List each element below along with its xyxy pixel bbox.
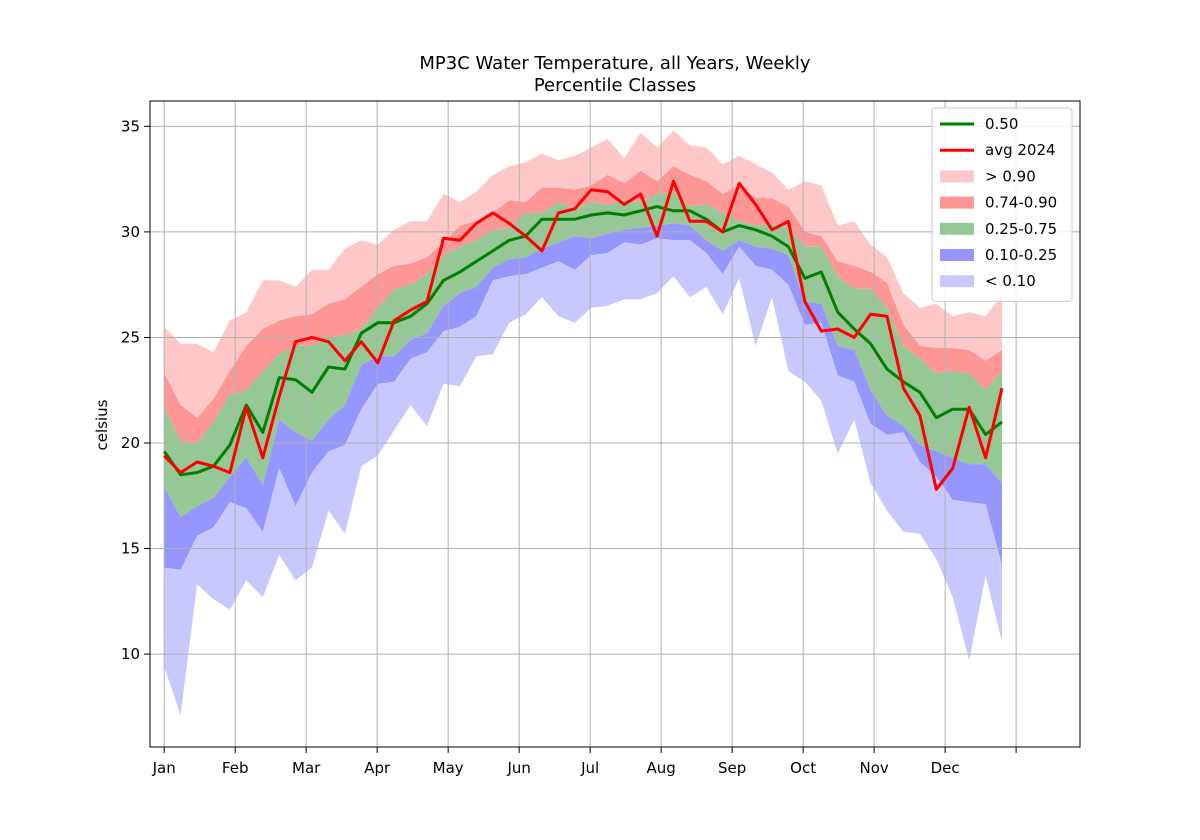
y-tick-label-1: 15 <box>121 540 140 558</box>
legend-label-4: 0.25-0.75 <box>985 220 1057 238</box>
legend-label-6: < 0.10 <box>985 272 1036 290</box>
plot-frame <box>149 100 1081 748</box>
legend-label-5: 0.10-0.25 <box>985 246 1057 264</box>
legend-label-2: > 0.90 <box>985 167 1036 185</box>
legend-swatch-5 <box>940 249 974 261</box>
x-tick-label-8: Sep <box>718 759 746 777</box>
y-tick-label-4: 30 <box>121 223 140 241</box>
x-tick-label-1: Feb <box>222 759 249 777</box>
chart-title: MP3C Water Temperature, all Years, Weekl… <box>419 53 811 74</box>
percentile-bands <box>164 130 1002 716</box>
x-tick-label-0: Jan <box>152 759 176 777</box>
band-1 <box>164 166 1002 443</box>
x-axis-ticks: Jan Feb Mar Apr May Jun Jul Aug Sep Oct Nov Dec <box>152 747 1017 777</box>
x-tick-label-6: Jul <box>580 759 599 777</box>
legend-swatch-2 <box>940 170 974 183</box>
legend-swatch-6 <box>940 275 974 288</box>
legend: 0.50 avg 2024 > 0.90 0.74-0.90 0.25-0.75 0.10… <box>931 107 1073 302</box>
legend-label-1: avg 2024 <box>985 141 1056 159</box>
y-tick-label-0: 10 <box>121 645 140 663</box>
band-2 <box>164 191 1002 517</box>
y-tick-label-5: 35 <box>121 117 140 135</box>
x-tick-label-2: Mar <box>292 759 321 777</box>
series-line-0 <box>162 205 1003 477</box>
x-tick-label-7: Aug <box>646 759 675 777</box>
legend-label-0: 0.50 <box>985 115 1018 133</box>
x-tick-label-11: Dec <box>931 759 960 777</box>
series-line-1 <box>163 179 1004 491</box>
y-tick-label-3: 25 <box>121 328 140 346</box>
y-axis-label: celsius <box>93 399 111 450</box>
y-axis-ticks: 10 15 20 25 30 35 <box>121 117 150 663</box>
legend-label-3: 0.74-0.90 <box>985 194 1057 212</box>
x-tick-label-3: Apr <box>364 759 391 777</box>
band-0 <box>164 130 1002 418</box>
x-tick-label-9: Oct <box>790 759 816 777</box>
legend-swatch-3 <box>940 196 974 209</box>
x-tick-label-10: Nov <box>859 759 888 777</box>
band-4 <box>164 238 1002 716</box>
legend-swatch-4 <box>940 222 974 235</box>
x-tick-label-5: Jun <box>506 759 530 777</box>
series-lines <box>162 179 1004 491</box>
y-tick-label-2: 20 <box>121 434 140 452</box>
x-tick-label-4: May <box>433 759 464 777</box>
chart-subtitle: Percentile Classes <box>534 75 696 96</box>
